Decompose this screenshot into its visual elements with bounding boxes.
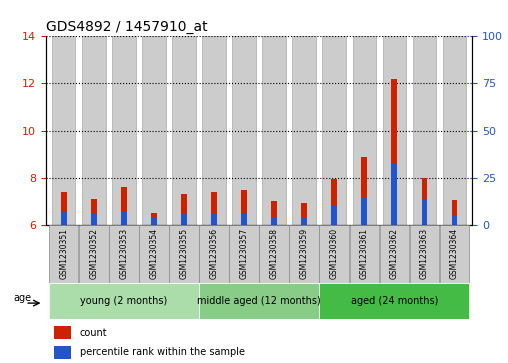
Text: GSM1230358: GSM1230358 <box>270 228 278 279</box>
Text: GSM1230353: GSM1230353 <box>119 228 129 279</box>
Bar <box>151 218 157 225</box>
Bar <box>151 213 157 225</box>
Bar <box>121 187 126 225</box>
Text: middle aged (12 months): middle aged (12 months) <box>197 296 321 306</box>
Bar <box>61 192 67 225</box>
Bar <box>353 36 376 225</box>
Bar <box>323 36 346 225</box>
FancyBboxPatch shape <box>320 283 469 319</box>
Bar <box>181 213 187 225</box>
Bar <box>452 200 457 225</box>
FancyBboxPatch shape <box>229 225 259 283</box>
Bar <box>211 192 217 225</box>
Bar <box>241 215 247 225</box>
Bar <box>112 36 136 225</box>
Bar <box>293 36 316 225</box>
Bar <box>452 216 457 225</box>
Bar <box>412 36 436 225</box>
Bar <box>172 36 196 225</box>
Bar <box>361 157 367 225</box>
Text: young (2 months): young (2 months) <box>80 296 168 306</box>
Text: GSM1230359: GSM1230359 <box>300 228 309 279</box>
Bar <box>392 79 397 225</box>
Bar <box>331 179 337 225</box>
Text: GDS4892 / 1457910_at: GDS4892 / 1457910_at <box>46 20 207 34</box>
FancyBboxPatch shape <box>109 225 139 283</box>
Bar <box>181 195 187 225</box>
Bar <box>331 206 337 225</box>
Text: GSM1230354: GSM1230354 <box>149 228 158 279</box>
FancyBboxPatch shape <box>169 225 199 283</box>
Text: age: age <box>14 293 32 303</box>
Bar <box>121 211 126 225</box>
Bar <box>383 36 406 225</box>
Text: GSM1230362: GSM1230362 <box>390 228 399 279</box>
Bar <box>91 199 97 225</box>
FancyBboxPatch shape <box>440 225 469 283</box>
Text: percentile rank within the sample: percentile rank within the sample <box>80 347 245 357</box>
Text: GSM1230351: GSM1230351 <box>59 228 68 279</box>
FancyBboxPatch shape <box>79 225 109 283</box>
Text: GSM1230352: GSM1230352 <box>89 228 99 279</box>
Bar <box>52 36 76 225</box>
FancyBboxPatch shape <box>290 225 319 283</box>
Bar <box>91 215 97 225</box>
Bar <box>422 178 427 225</box>
Text: GSM1230355: GSM1230355 <box>179 228 188 279</box>
Text: count: count <box>80 327 108 338</box>
Text: GSM1230363: GSM1230363 <box>420 228 429 279</box>
Bar <box>263 36 286 225</box>
Bar <box>361 197 367 225</box>
FancyBboxPatch shape <box>260 225 289 283</box>
Bar <box>202 36 226 225</box>
Bar <box>232 36 256 225</box>
Bar <box>61 212 67 225</box>
Bar <box>301 203 307 225</box>
FancyBboxPatch shape <box>199 283 319 319</box>
Text: aged (24 months): aged (24 months) <box>351 296 438 306</box>
Text: GSM1230361: GSM1230361 <box>360 228 369 279</box>
Bar <box>211 213 217 225</box>
FancyBboxPatch shape <box>49 225 78 283</box>
Bar <box>54 326 71 339</box>
Text: GSM1230360: GSM1230360 <box>330 228 339 279</box>
Bar <box>82 36 106 225</box>
FancyBboxPatch shape <box>320 225 349 283</box>
FancyBboxPatch shape <box>199 225 229 283</box>
Text: GSM1230356: GSM1230356 <box>209 228 218 279</box>
Bar <box>301 218 307 225</box>
FancyBboxPatch shape <box>350 225 379 283</box>
FancyBboxPatch shape <box>409 225 439 283</box>
Text: GSM1230364: GSM1230364 <box>450 228 459 279</box>
FancyBboxPatch shape <box>379 225 409 283</box>
Text: GSM1230357: GSM1230357 <box>240 228 248 279</box>
Bar <box>142 36 166 225</box>
Bar <box>271 218 277 225</box>
FancyBboxPatch shape <box>49 283 199 319</box>
Bar <box>422 199 427 225</box>
Bar <box>271 201 277 225</box>
Bar <box>54 346 71 359</box>
Bar <box>442 36 466 225</box>
Bar <box>392 164 397 225</box>
FancyBboxPatch shape <box>139 225 169 283</box>
Bar <box>241 189 247 225</box>
